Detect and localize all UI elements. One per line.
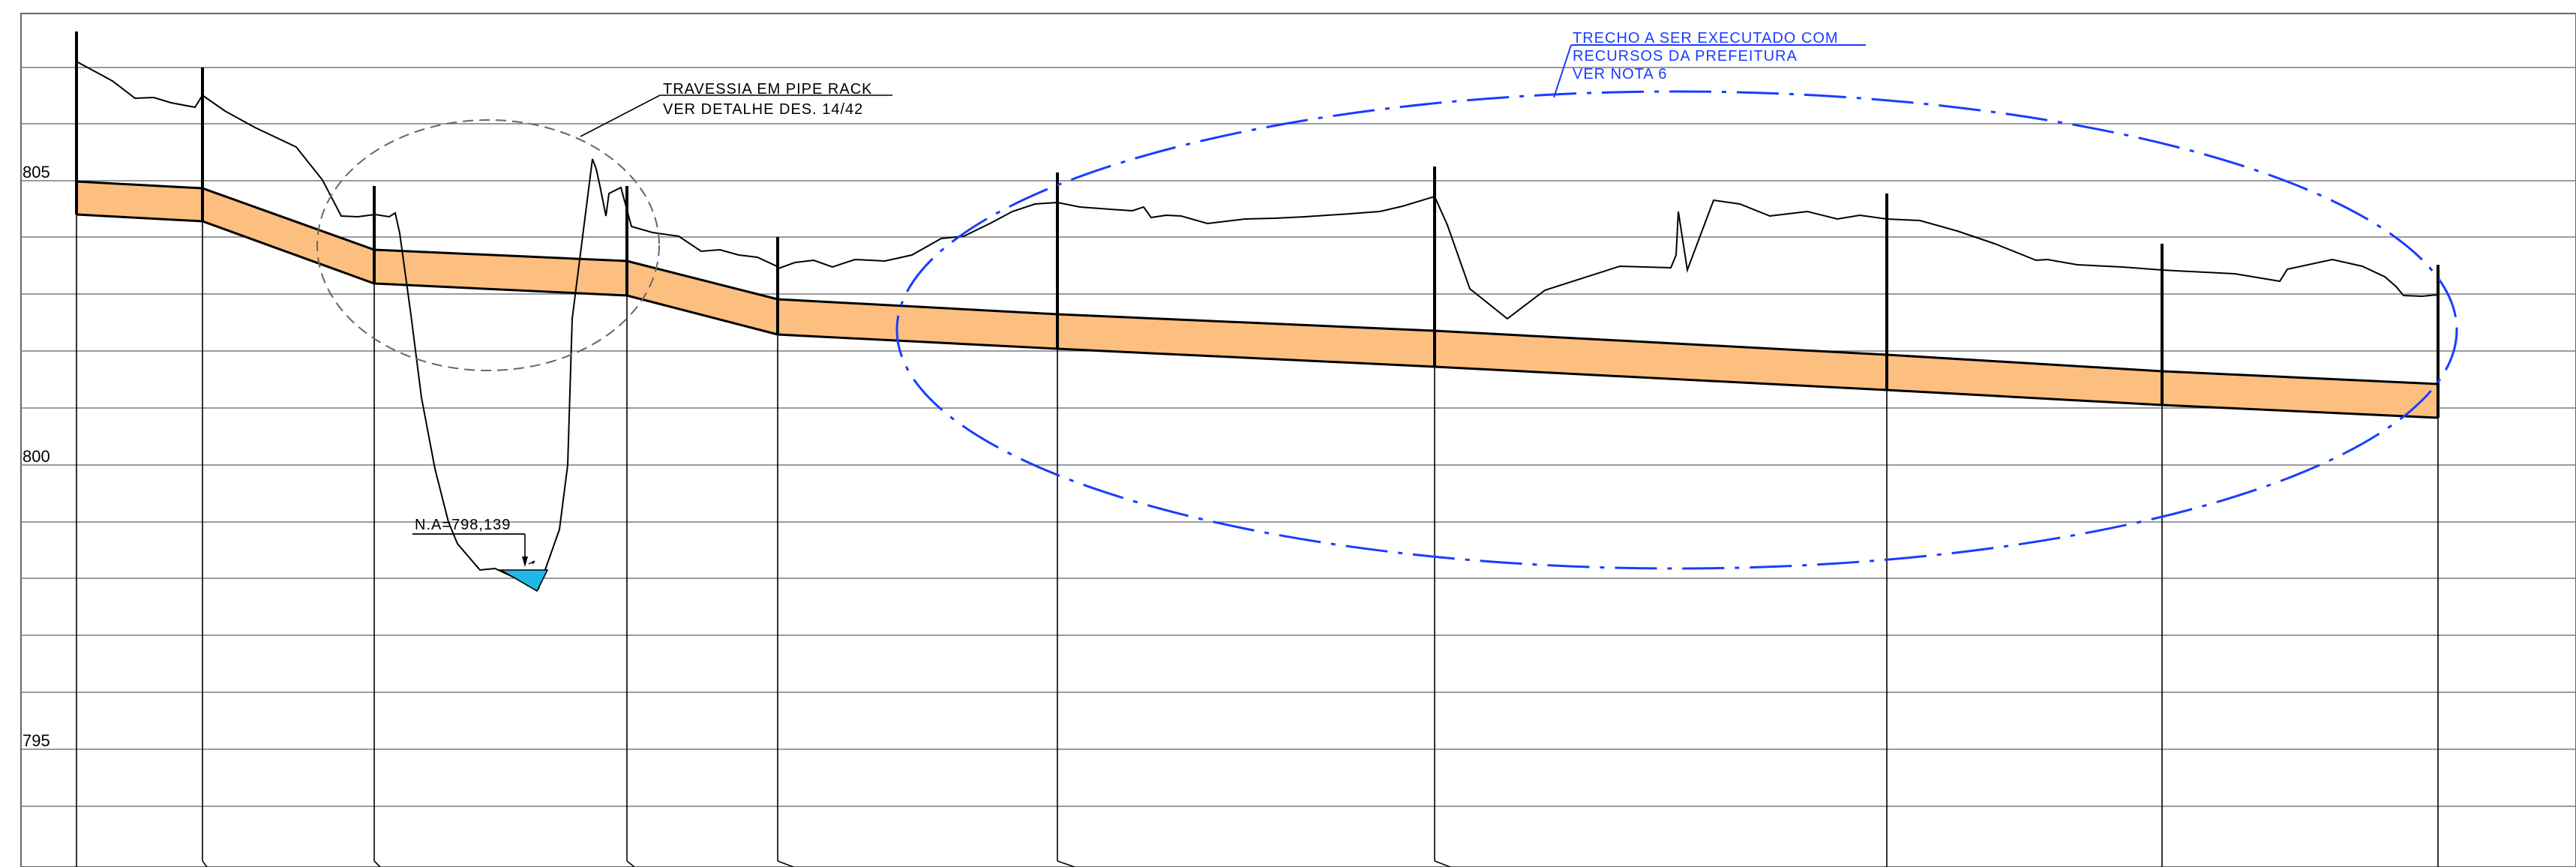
terrain-line: [76, 61, 2438, 590]
pipe-top-line: [76, 180, 2439, 386]
water-level-fill: [499, 569, 549, 592]
pipe-rack-callout-circle: [316, 119, 660, 371]
prefeitura-note-line-3: VER NOTA 6: [1573, 66, 1667, 82]
elevation-grid: [21, 67, 2576, 807]
prefeitura-note-line-1: TRECHO A SER EXECUTADO COM: [1573, 30, 1839, 46]
water-level-arrowhead: [522, 556, 528, 567]
drawing-frame: [20, 13, 2576, 867]
elevation-label-800: 800: [22, 447, 50, 466]
pipe-rack-note-line-1: TRAVESSIA EM PIPE RACK: [663, 81, 872, 98]
station-posts: [75, 32, 2440, 418]
water-level-symbol: [528, 560, 535, 565]
station-lines: [76, 214, 2439, 867]
water-level-label: N.A=798,139: [415, 517, 511, 533]
prefeitura-note-line-2: RECURSOS DA PREFEITURA: [1573, 48, 1798, 64]
pipe-rack-leader-line: [580, 94, 661, 137]
pipe-band: [76, 182, 2438, 418]
pipe-bottom-line: [76, 213, 2439, 419]
pipe-rack-note-line-2: VER DETALHE DES. 14/42: [663, 101, 863, 118]
prefeitura-leader-line: [1553, 44, 1572, 98]
prefeitura-callout-ellipse: [895, 90, 2458, 570]
elevation-label-805: 805: [22, 163, 50, 182]
elevation-label-795: 795: [22, 731, 50, 750]
